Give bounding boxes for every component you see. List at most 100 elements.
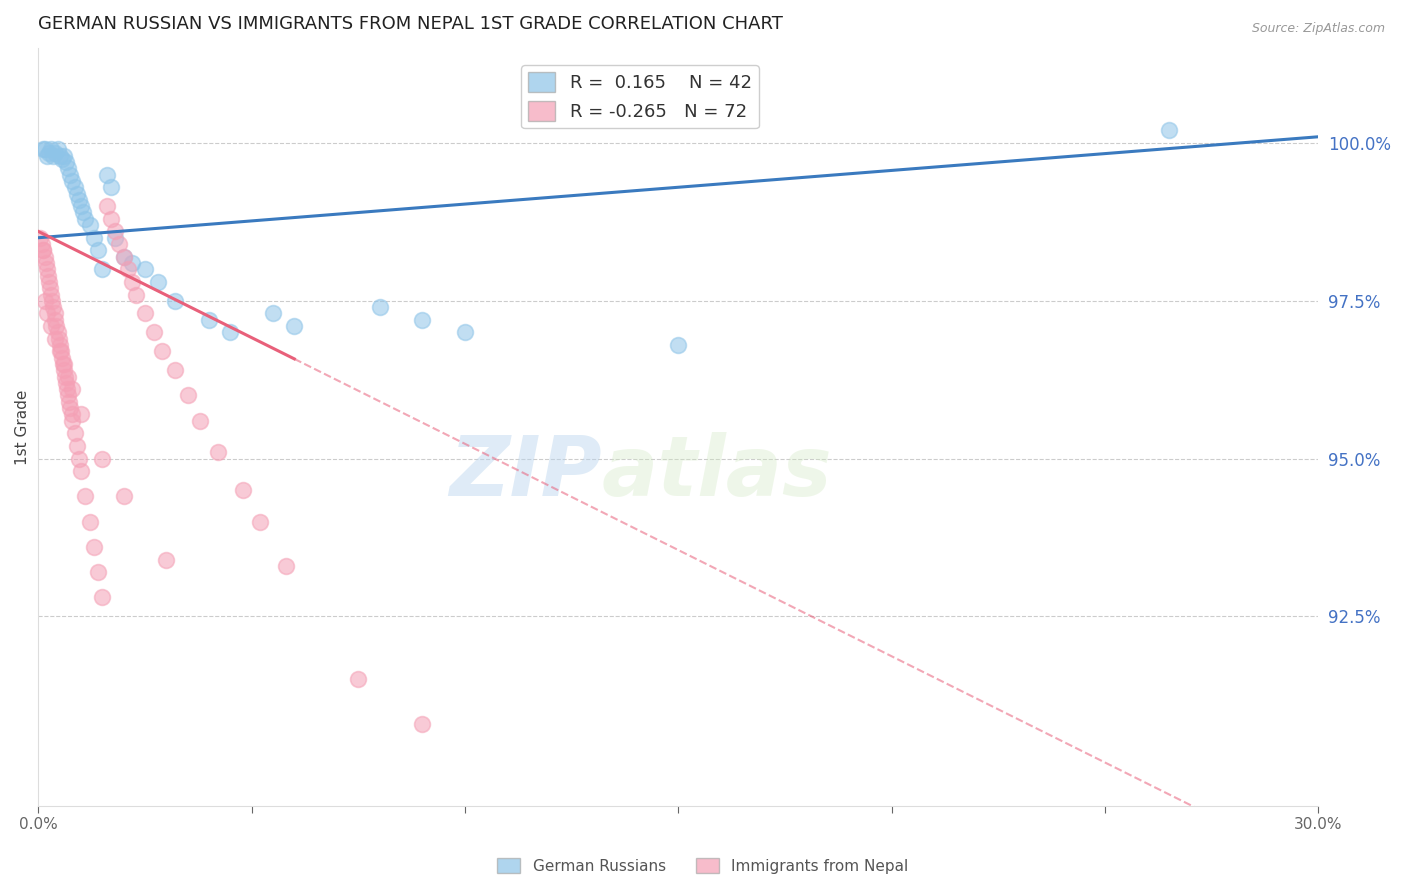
Point <box>121 256 143 270</box>
Point <box>104 231 127 245</box>
Point <box>347 673 370 687</box>
Point <box>55 376 77 390</box>
Y-axis label: 1st Grade: 1st Grade <box>15 389 30 465</box>
Point <box>63 426 86 441</box>
Point <box>67 451 90 466</box>
Point <box>155 552 177 566</box>
Text: ZIP: ZIP <box>449 432 602 513</box>
Point <box>46 142 69 156</box>
Point <box>51 351 73 365</box>
Point <box>79 218 101 232</box>
Point <box>35 306 58 320</box>
Point <box>70 199 93 213</box>
Point <box>198 312 221 326</box>
Point <box>58 388 80 402</box>
Point <box>150 344 173 359</box>
Point <box>134 306 156 320</box>
Point <box>142 326 165 340</box>
Point <box>52 149 75 163</box>
Point <box>35 262 58 277</box>
Point <box>411 716 433 731</box>
Point <box>96 168 118 182</box>
Point <box>48 149 70 163</box>
Point <box>104 224 127 238</box>
Point <box>32 244 55 258</box>
Point <box>262 306 284 320</box>
Text: Source: ZipAtlas.com: Source: ZipAtlas.com <box>1251 22 1385 36</box>
Point <box>52 357 75 371</box>
Point <box>1157 123 1180 137</box>
Point <box>87 565 110 579</box>
Point <box>112 490 135 504</box>
Point <box>31 142 53 156</box>
Point <box>58 394 80 409</box>
Point <box>38 145 60 160</box>
Point <box>66 186 89 201</box>
Point <box>34 293 56 308</box>
Point <box>72 205 94 219</box>
Point <box>112 250 135 264</box>
Legend: German Russians, Immigrants from Nepal: German Russians, Immigrants from Nepal <box>491 852 915 880</box>
Point <box>37 268 59 283</box>
Point <box>63 180 86 194</box>
Point <box>59 168 82 182</box>
Point <box>121 275 143 289</box>
Legend: R =  0.165    N = 42, R = -0.265   N = 72: R = 0.165 N = 42, R = -0.265 N = 72 <box>520 65 759 128</box>
Point <box>46 326 69 340</box>
Point <box>79 515 101 529</box>
Point <box>96 199 118 213</box>
Point <box>666 338 689 352</box>
Point <box>190 414 212 428</box>
Point <box>34 250 56 264</box>
Point <box>53 369 76 384</box>
Point <box>146 275 169 289</box>
Point <box>34 142 56 156</box>
Point <box>62 382 84 396</box>
Point <box>31 244 53 258</box>
Point <box>49 344 72 359</box>
Point <box>67 193 90 207</box>
Point <box>75 490 97 504</box>
Point <box>454 326 477 340</box>
Point <box>45 319 67 334</box>
Point <box>42 149 65 163</box>
Point <box>35 256 58 270</box>
Point <box>100 211 122 226</box>
Point <box>207 445 229 459</box>
Point <box>232 483 254 497</box>
Point <box>62 174 84 188</box>
Text: GERMAN RUSSIAN VS IMMIGRANTS FROM NEPAL 1ST GRADE CORRELATION CHART: GERMAN RUSSIAN VS IMMIGRANTS FROM NEPAL … <box>38 15 783 33</box>
Point <box>30 231 52 245</box>
Point <box>249 515 271 529</box>
Point <box>41 293 63 308</box>
Point <box>83 231 105 245</box>
Point <box>70 408 93 422</box>
Point <box>39 281 62 295</box>
Point <box>39 287 62 301</box>
Point <box>368 300 391 314</box>
Point <box>108 237 131 252</box>
Point <box>91 451 114 466</box>
Point <box>60 408 83 422</box>
Point <box>100 180 122 194</box>
Point <box>83 540 105 554</box>
Point <box>44 312 66 326</box>
Point <box>52 363 75 377</box>
Point <box>48 338 70 352</box>
Point <box>59 401 82 416</box>
Point <box>176 388 198 402</box>
Point <box>39 142 62 156</box>
Point <box>51 152 73 166</box>
Point <box>163 363 186 377</box>
Point <box>42 300 65 314</box>
Point <box>44 332 66 346</box>
Point <box>219 326 242 340</box>
Point <box>58 161 80 176</box>
Point <box>163 293 186 308</box>
Point <box>117 262 139 277</box>
Point <box>134 262 156 277</box>
Point <box>66 439 89 453</box>
Point <box>44 145 66 160</box>
Point <box>283 319 305 334</box>
Point <box>55 155 77 169</box>
